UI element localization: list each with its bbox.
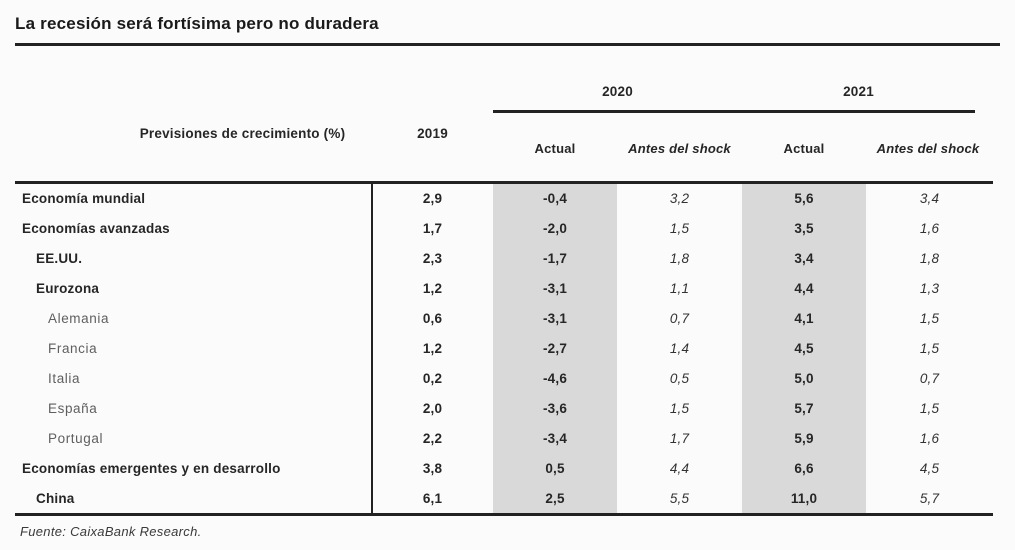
table-row: Portugal 2,2 -3,4 1,7 5,9 1,6 [15,423,993,453]
cell-2020-actual: -3,1 [542,311,568,327]
cell-2019: 2,3 [422,251,443,267]
cell-2020-actual: 0,5 [545,460,565,476]
cell-2020-actual: -3,4 [542,430,568,446]
cell-2019: 2,0 [422,400,443,416]
cell-2020-antes: 1,7 [669,430,690,446]
column-header-2021-antes-del-shock: Antes del shock [876,141,980,156]
group-header-underline [493,110,975,113]
cell-2021-actual: 4,4 [794,281,814,297]
column-header-2021-actual: Actual [783,141,825,156]
cell-2020-antes: 4,4 [669,460,690,476]
cell-2021-actual: 5,6 [794,191,814,207]
cell-2021-actual: 5,7 [794,400,814,416]
table-row: Francia 1,2 -2,7 1,4 4,5 1,5 [15,334,993,364]
cell-2019: 0,2 [422,370,443,386]
table-row: España 2,0 -3,6 1,5 5,7 1,5 [15,393,993,423]
cell-2021-antes: 1,5 [919,400,940,416]
cell-2020-actual: -2,0 [542,221,568,237]
cell-2020-actual: -2,7 [542,340,568,356]
table-body: Economía mundial 2,9 -0,4 3,2 5,6 3,4 Economía… [15,184,993,513]
cell-2021-antes: 1,5 [919,311,940,327]
row-label: EE.UU. [36,251,83,267]
cell-2021-antes: 1,6 [919,221,940,237]
cell-2020-actual: 2,5 [545,490,565,506]
cell-2019: 3,8 [422,460,443,476]
shaded-column-2021-actual [742,184,866,513]
cell-2019: 0,6 [422,311,443,327]
cell-2021-actual: 4,1 [794,311,814,327]
cell-2020-antes: 1,1 [669,281,690,297]
row-label: Italia [48,370,81,386]
cell-2020-antes: 0,7 [669,311,690,327]
row-label: Economías emergentes y en desarrollo [22,460,281,476]
row-label: Francia [48,340,98,356]
table-row: EE.UU. 2,3 -1,7 1,8 3,4 1,8 [15,244,993,274]
row-label: Alemania [48,311,110,327]
table-bottom-rule [15,513,993,516]
cell-2020-actual: -0,4 [542,191,568,207]
table-row: Economías emergentes y en desarrollo 3,8 0… [15,453,993,483]
cell-2021-actual: 5,0 [794,370,814,386]
cell-2021-actual: 4,5 [794,340,814,356]
column-group-2020: 2020 [602,84,633,99]
cell-2019: 2,9 [422,191,443,207]
table-row: Eurozona 1,2 -3,1 1,1 4,4 1,3 [15,274,993,304]
row-label: Economías avanzadas [22,221,170,237]
cell-2019: 1,2 [422,340,443,356]
cell-2020-antes: 0,5 [669,370,690,386]
table-row: Economías avanzadas 1,7 -2,0 1,5 3,5 1,6 [15,214,993,244]
row-label: España [48,400,98,416]
cell-2021-actual: 6,6 [794,460,814,476]
cell-2020-actual: -1,7 [542,251,568,267]
cell-2021-antes: 4,5 [919,460,940,476]
cell-2021-antes: 0,7 [919,370,940,386]
cell-2021-antes: 1,5 [919,340,940,356]
cell-2020-antes: 1,5 [669,400,690,416]
table-row: Alemania 0,6 -3,1 0,7 4,1 1,5 [15,304,993,334]
cell-2019: 1,7 [422,221,443,237]
row-group-header: Previsiones de crecimiento (%) [139,126,346,141]
column-header-2019: 2019 [417,126,448,141]
table-row: Economía mundial 2,9 -0,4 3,2 5,6 3,4 [15,184,993,214]
table-row: China 6,1 2,5 5,5 11,0 5,7 [15,483,993,513]
table-row: Italia 0,2 -4,6 0,5 5,0 0,7 [15,363,993,393]
cell-2020-antes: 1,4 [669,340,690,356]
cell-2020-antes: 3,2 [669,191,690,207]
cell-2019: 6,1 [422,490,443,506]
column-group-2021: 2021 [843,84,874,99]
row-label: Portugal [48,430,104,446]
column-header-2020-actual: Actual [534,141,576,156]
cell-2021-actual: 3,5 [794,221,814,237]
cell-2019: 2,2 [422,430,443,446]
cell-2019: 1,2 [422,281,443,297]
cell-2021-antes: 1,3 [919,281,940,297]
row-label: Eurozona [36,281,100,297]
cell-2021-actual: 11,0 [790,490,818,506]
cell-2021-actual: 3,4 [794,251,814,267]
row-label: Economía mundial [22,191,146,207]
label-column-divider [371,181,373,516]
source-note: Fuente: CaixaBank Research. [20,524,202,539]
figure-title: La recesión será fortísima pero no durad… [15,14,379,33]
cell-2020-actual: -4,6 [542,370,568,386]
cell-2021-antes: 3,4 [919,191,940,207]
row-label: China [36,490,75,506]
cell-2021-antes: 1,6 [919,430,940,446]
table-top-rule [15,181,993,184]
cell-2020-actual: -3,6 [542,400,568,416]
cell-2020-antes: 1,5 [669,221,690,237]
shaded-column-2020-actual [493,184,617,513]
title-underline [15,43,1000,46]
cell-2021-antes: 5,7 [919,490,940,506]
column-header-2020-antes-del-shock: Antes del shock [628,141,731,156]
cell-2020-antes: 5,5 [669,490,690,506]
cell-2021-antes: 1,8 [919,251,940,267]
cell-2020-antes: 1,8 [669,251,690,267]
cell-2020-actual: -3,1 [542,281,568,297]
cell-2021-actual: 5,9 [794,430,814,446]
